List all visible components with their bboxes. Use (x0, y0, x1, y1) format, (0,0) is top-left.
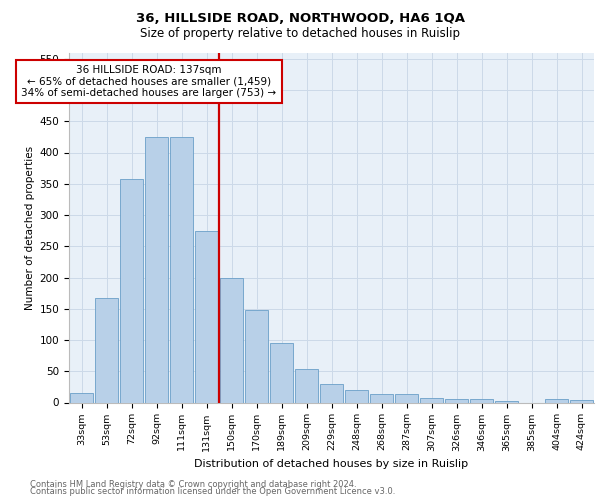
Bar (270, 342, 293, 402)
Bar (295, 369, 318, 402)
Bar (120, 180, 143, 402)
Y-axis label: Number of detached properties: Number of detached properties (25, 146, 35, 310)
Bar (195, 230, 218, 402)
Bar (95, 298, 118, 403)
Bar (470, 400, 493, 402)
Text: Contains HM Land Registry data © Crown copyright and database right 2024.: Contains HM Land Registry data © Crown c… (30, 480, 356, 489)
Text: 36 HILLSIDE ROAD: 137sqm
← 65% of detached houses are smaller (1,459)
34% of sem: 36 HILLSIDE ROAD: 137sqm ← 65% of detach… (22, 65, 277, 98)
Bar (345, 390, 368, 402)
Bar (245, 310, 268, 402)
Text: 36, HILLSIDE ROAD, NORTHWOOD, HA6 1QA: 36, HILLSIDE ROAD, NORTHWOOD, HA6 1QA (136, 12, 464, 26)
Bar (320, 384, 343, 402)
Bar (445, 400, 468, 402)
Bar (395, 394, 418, 402)
X-axis label: Distribution of detached houses by size in Ruislip: Distribution of detached houses by size … (194, 459, 469, 469)
Bar (145, 137, 168, 402)
Bar (495, 401, 518, 402)
Bar (420, 398, 443, 402)
Bar (70, 392, 93, 402)
Bar (220, 278, 243, 402)
Text: Size of property relative to detached houses in Ruislip: Size of property relative to detached ho… (140, 28, 460, 40)
Bar (545, 400, 568, 402)
Bar (570, 400, 593, 402)
Text: Contains public sector information licensed under the Open Government Licence v3: Contains public sector information licen… (30, 487, 395, 496)
Bar (170, 137, 193, 402)
Bar (370, 394, 393, 402)
